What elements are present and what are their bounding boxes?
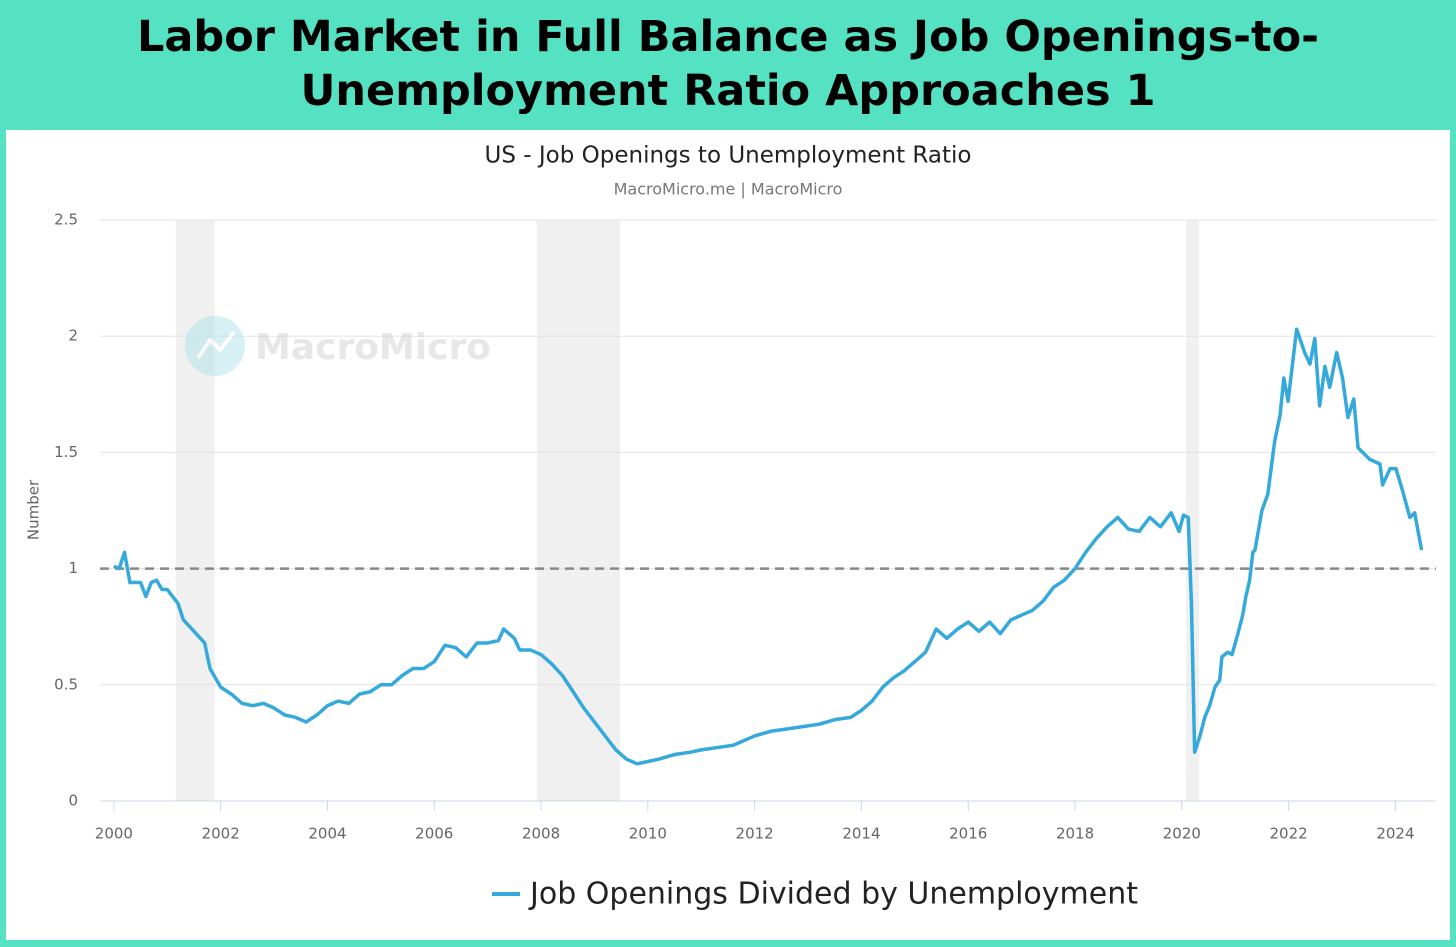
x-tick-label: 2008 xyxy=(522,825,560,843)
chart-panel xyxy=(6,130,1450,940)
x-tick-label: 2018 xyxy=(1056,825,1094,843)
y-tick-label: 0 xyxy=(68,792,78,810)
watermark-text: MacroMicro xyxy=(255,327,491,368)
plot-background xyxy=(100,219,1436,802)
x-tick-label: 2012 xyxy=(736,825,774,843)
x-tick-label: 2004 xyxy=(308,825,346,843)
x-tick-label: 2020 xyxy=(1163,825,1201,843)
watermark-icon-line xyxy=(196,330,236,360)
x-tick-label: 2016 xyxy=(949,825,987,843)
y-tick-label: 1 xyxy=(68,559,78,577)
data-line xyxy=(113,327,1424,766)
x-tick-label: 2006 xyxy=(415,825,453,843)
recession-band xyxy=(536,220,621,801)
x-tick-label: 2024 xyxy=(1376,825,1414,843)
legend-label: Job Openings Divided by Unemployment xyxy=(528,877,1138,912)
y-tick-label: 2.5 xyxy=(54,211,78,229)
y-tick-label: 2 xyxy=(68,327,78,345)
recession-band xyxy=(175,220,215,801)
x-tick-label: 2010 xyxy=(629,825,667,843)
page-title: Labor Market in Full Balance as Job Open… xyxy=(137,12,1319,116)
chart-source: MacroMicro.me | MacroMicro xyxy=(614,180,843,199)
x-tick-label: 2022 xyxy=(1270,825,1308,843)
watermark: MacroMicro xyxy=(185,316,491,376)
x-tick-label: 2002 xyxy=(202,825,240,843)
recession-band xyxy=(1186,220,1199,801)
x-tick-label: 2000 xyxy=(95,825,133,843)
y-tick-label: 1.5 xyxy=(54,443,78,461)
x-tick-label: 2014 xyxy=(842,825,880,843)
y-axis-label: Number xyxy=(25,479,43,540)
y-tick-label: 0.5 xyxy=(54,675,78,693)
chart-subtitle: US - Job Openings to Unemployment Ratio xyxy=(485,143,972,169)
